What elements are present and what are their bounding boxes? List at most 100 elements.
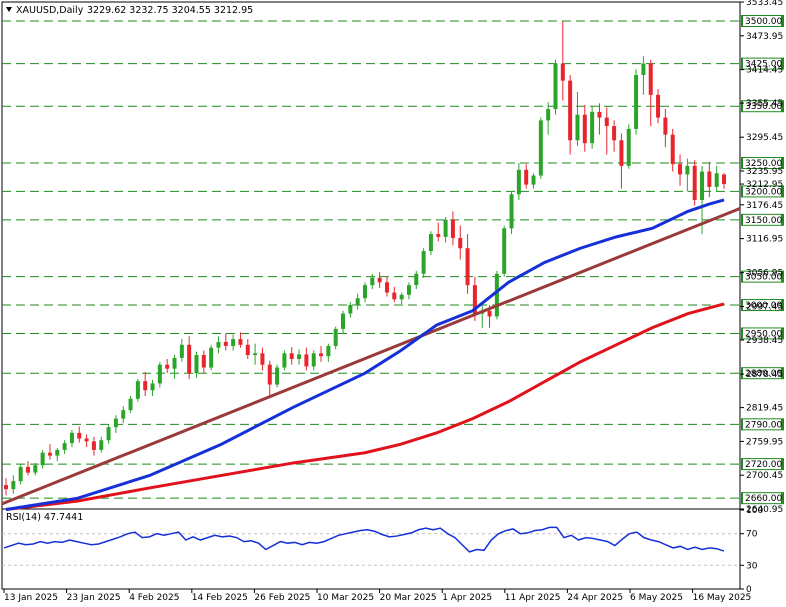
candle-body: [201, 355, 206, 368]
time-tick-label: 24 Apr 2025: [567, 593, 623, 603]
level-tag-inner: [743, 419, 781, 430]
price-tick-label: 3295.45: [746, 133, 783, 143]
candle-body: [384, 282, 389, 293]
candle-body: [179, 344, 184, 358]
level-tag-inner: [743, 328, 781, 339]
price-tick-label: 3235.95: [746, 167, 783, 177]
rsi-line: [3, 526, 725, 553]
price-tick-label: 3473.95: [746, 32, 783, 42]
price-axis: 3533.45 3473.95 3414.45 3355.45 3295.45 3235.…: [740, 0, 783, 515]
candle-body: [472, 285, 477, 314]
level-tag-inner: [743, 101, 781, 112]
ohlc-values: 3229.62 3232.75 3204.55 3212.95: [87, 5, 253, 16]
candle-body: [77, 432, 82, 439]
candle-body: [113, 418, 118, 428]
level-label: 3000.00: [745, 301, 782, 311]
candle-body: [55, 449, 60, 456]
price-tick-label: 2759.95: [746, 437, 783, 447]
candle-body: [253, 353, 258, 356]
candle-body: [304, 354, 309, 367]
candle-body: [560, 63, 565, 81]
candle-body: [494, 273, 499, 317]
menu-triangle-icon[interactable]: [6, 7, 12, 12]
candle-body: [157, 364, 162, 384]
price-tick-label: 2700.45: [746, 471, 783, 481]
candle-body: [355, 298, 360, 306]
candle-body: [406, 285, 411, 295]
candle-body: [275, 367, 280, 385]
candle-body: [135, 381, 140, 399]
candle-body: [612, 126, 617, 141]
candlesticks: [4, 21, 726, 496]
candle-body: [546, 109, 551, 121]
level-label: 2720.00: [745, 460, 782, 470]
candle-body: [289, 353, 294, 360]
candle-body: [69, 432, 74, 444]
candle-body: [91, 441, 96, 450]
candle-body: [626, 128, 631, 166]
candle-body: [509, 194, 514, 229]
candle-body: [436, 234, 441, 237]
candle-body: [443, 219, 448, 237]
level-tag-inner: [743, 186, 781, 197]
candle-body: [656, 94, 661, 118]
candle-body: [40, 452, 45, 466]
candle-body: [428, 234, 433, 252]
chart-frame: [1, 1, 741, 590]
time-tick-label: 16 May 2025: [693, 593, 752, 603]
candle-body: [47, 452, 52, 456]
level-tag-inner: [743, 158, 781, 169]
trend-line: [1, 207, 741, 506]
horizontal-levels: 3500.00 3425.00 3350.00 3250.00 3200.00 3150.…: [2, 15, 784, 505]
level-label: 3500.00: [745, 17, 782, 27]
candle-body: [341, 313, 346, 329]
rsi-panel: 100 70 30 0: [2, 506, 763, 595]
candle-body: [619, 140, 624, 166]
candle-body: [370, 277, 375, 286]
moving-averages: [1, 198, 741, 512]
time-tick-label: 23 Jan 2025: [67, 593, 121, 603]
candle-body: [4, 485, 8, 490]
price-tick-label: 3212.95: [746, 180, 783, 190]
candle-body: [685, 165, 690, 175]
moving-average-blue: [5, 198, 725, 512]
level-label: 3200.00: [745, 187, 782, 197]
candle-body: [634, 74, 639, 129]
candle-body: [531, 175, 536, 185]
candle-body: [678, 164, 683, 175]
candle-body: [106, 427, 111, 441]
candle-body: [399, 294, 404, 300]
candle-body: [311, 353, 316, 367]
candle-body: [333, 328, 338, 346]
price-tick-label: 2878.45: [746, 370, 783, 380]
time-tick-label: 6 May 2025: [630, 593, 683, 603]
rsi-tick-label: 100: [746, 506, 763, 516]
candle-body: [648, 63, 653, 95]
candle-body: [458, 238, 463, 249]
candle-body: [348, 305, 353, 314]
price-tick-label: 2819.45: [746, 404, 783, 414]
candle-body: [216, 341, 221, 348]
candle-body: [568, 80, 573, 141]
level-label: 2790.00: [745, 420, 782, 430]
level-label: 3350.00: [745, 102, 782, 112]
level-tag-inner: [743, 368, 781, 379]
time-tick-label: 26 Feb 2025: [254, 593, 310, 603]
candle-body: [582, 114, 587, 144]
candle-body: [223, 341, 228, 346]
candle-body: [187, 344, 192, 374]
candle-body: [363, 285, 367, 299]
candle-body: [62, 443, 67, 450]
time-tick-label: 10 Mar 2025: [317, 593, 374, 603]
level-tag-inner: [743, 300, 781, 311]
candle-body: [641, 63, 646, 75]
rsi-tick-label: 70: [746, 530, 758, 540]
level-label: 3150.00: [745, 216, 782, 226]
candle-body: [326, 345, 331, 357]
candle-body: [282, 353, 287, 368]
level-tag-inner: [743, 271, 781, 282]
candle-body: [722, 174, 726, 185]
candle-body: [99, 440, 104, 450]
candle-body: [392, 292, 397, 300]
